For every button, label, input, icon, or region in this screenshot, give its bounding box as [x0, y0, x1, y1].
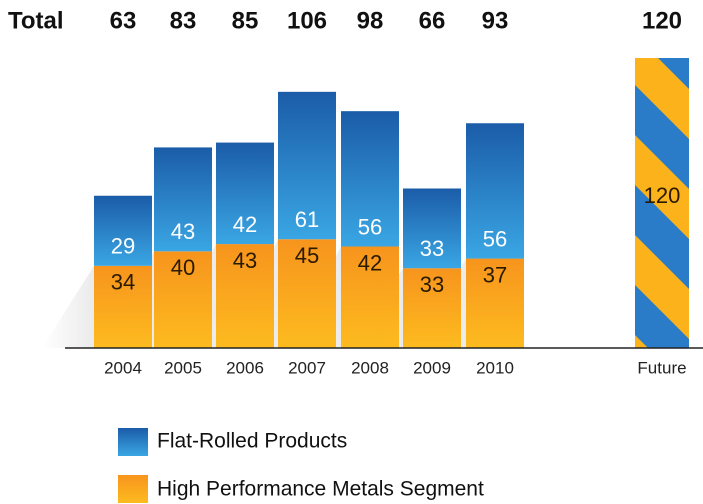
value-label: 61: [295, 207, 319, 232]
bar-segment: [403, 268, 461, 348]
x-tick-label: 2008: [351, 358, 389, 377]
bar-segment: [154, 251, 212, 348]
legend-swatch: [118, 475, 148, 503]
bar-segment: [94, 265, 152, 348]
total-value: 120: [642, 7, 682, 34]
value-label: 56: [358, 214, 382, 239]
value-label: 40: [171, 255, 195, 280]
bar-segment: [341, 111, 399, 247]
x-tick-label: 2004: [104, 358, 142, 377]
total-value: 93: [482, 7, 509, 34]
value-label: 34: [111, 270, 135, 295]
x-tick-label: 2009: [413, 358, 451, 377]
x-tick-label: Future: [637, 358, 686, 377]
value-label: 42: [358, 250, 382, 275]
total-value: 85: [232, 7, 259, 34]
bar-segment: [403, 188, 461, 269]
x-tick-label: 2005: [164, 358, 202, 377]
bar-segment: [278, 239, 336, 348]
total-value: 63: [110, 7, 137, 34]
value-label: 120: [644, 183, 681, 208]
bar-segment: [216, 244, 274, 348]
value-label: 29: [111, 234, 135, 259]
value-label: 33: [420, 272, 444, 297]
bar: [635, 58, 689, 348]
bar-segment: [341, 246, 399, 348]
legend-swatch: [118, 428, 148, 456]
legend-label: Flat-Rolled Products: [157, 430, 347, 453]
bar-segment: [216, 142, 274, 245]
x-tick-label: 2007: [288, 358, 326, 377]
value-label: 43: [233, 248, 257, 273]
value-label: 56: [483, 226, 507, 251]
bar-segment: [466, 123, 524, 259]
value-label: 42: [233, 212, 257, 237]
value-label: 43: [171, 219, 195, 244]
total-value: 83: [170, 7, 197, 34]
value-label: 33: [420, 236, 444, 261]
legend-label: High Performance Metals Segment: [157, 478, 484, 501]
total-value: 66: [419, 7, 446, 34]
bar-segment: [94, 195, 152, 266]
bar-segment: [278, 91, 336, 240]
value-label: 37: [483, 262, 507, 287]
x-tick-label: 2010: [476, 358, 514, 377]
bar-segment: [466, 258, 524, 348]
total-label: Total: [8, 7, 64, 34]
bar-segment: [154, 147, 212, 252]
value-label: 45: [295, 243, 319, 268]
total-value: 98: [357, 7, 384, 34]
x-tick-label: 2006: [226, 358, 264, 377]
total-value: 106: [287, 7, 327, 34]
